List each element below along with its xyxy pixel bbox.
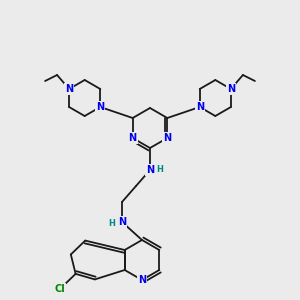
Text: N: N xyxy=(138,275,146,285)
Text: N: N xyxy=(196,102,204,112)
Text: N: N xyxy=(227,84,235,94)
Text: N: N xyxy=(65,84,73,94)
Text: H: H xyxy=(109,220,116,229)
Text: N: N xyxy=(129,133,137,143)
Text: N: N xyxy=(96,102,104,112)
Text: Cl: Cl xyxy=(54,284,65,294)
Text: N: N xyxy=(163,133,171,143)
Text: H: H xyxy=(157,166,164,175)
Text: N: N xyxy=(146,165,154,175)
Text: N: N xyxy=(118,217,126,227)
